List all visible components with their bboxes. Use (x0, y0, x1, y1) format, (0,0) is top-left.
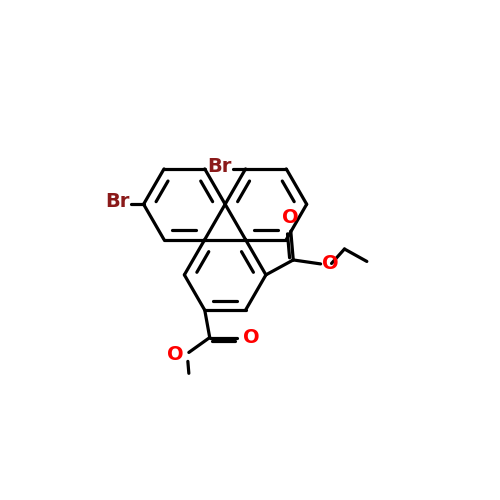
Text: O: O (322, 254, 338, 274)
Text: O: O (282, 208, 299, 227)
Text: O: O (243, 328, 260, 347)
Text: Br: Br (207, 157, 232, 176)
Text: O: O (167, 345, 184, 364)
Text: Br: Br (106, 192, 130, 212)
